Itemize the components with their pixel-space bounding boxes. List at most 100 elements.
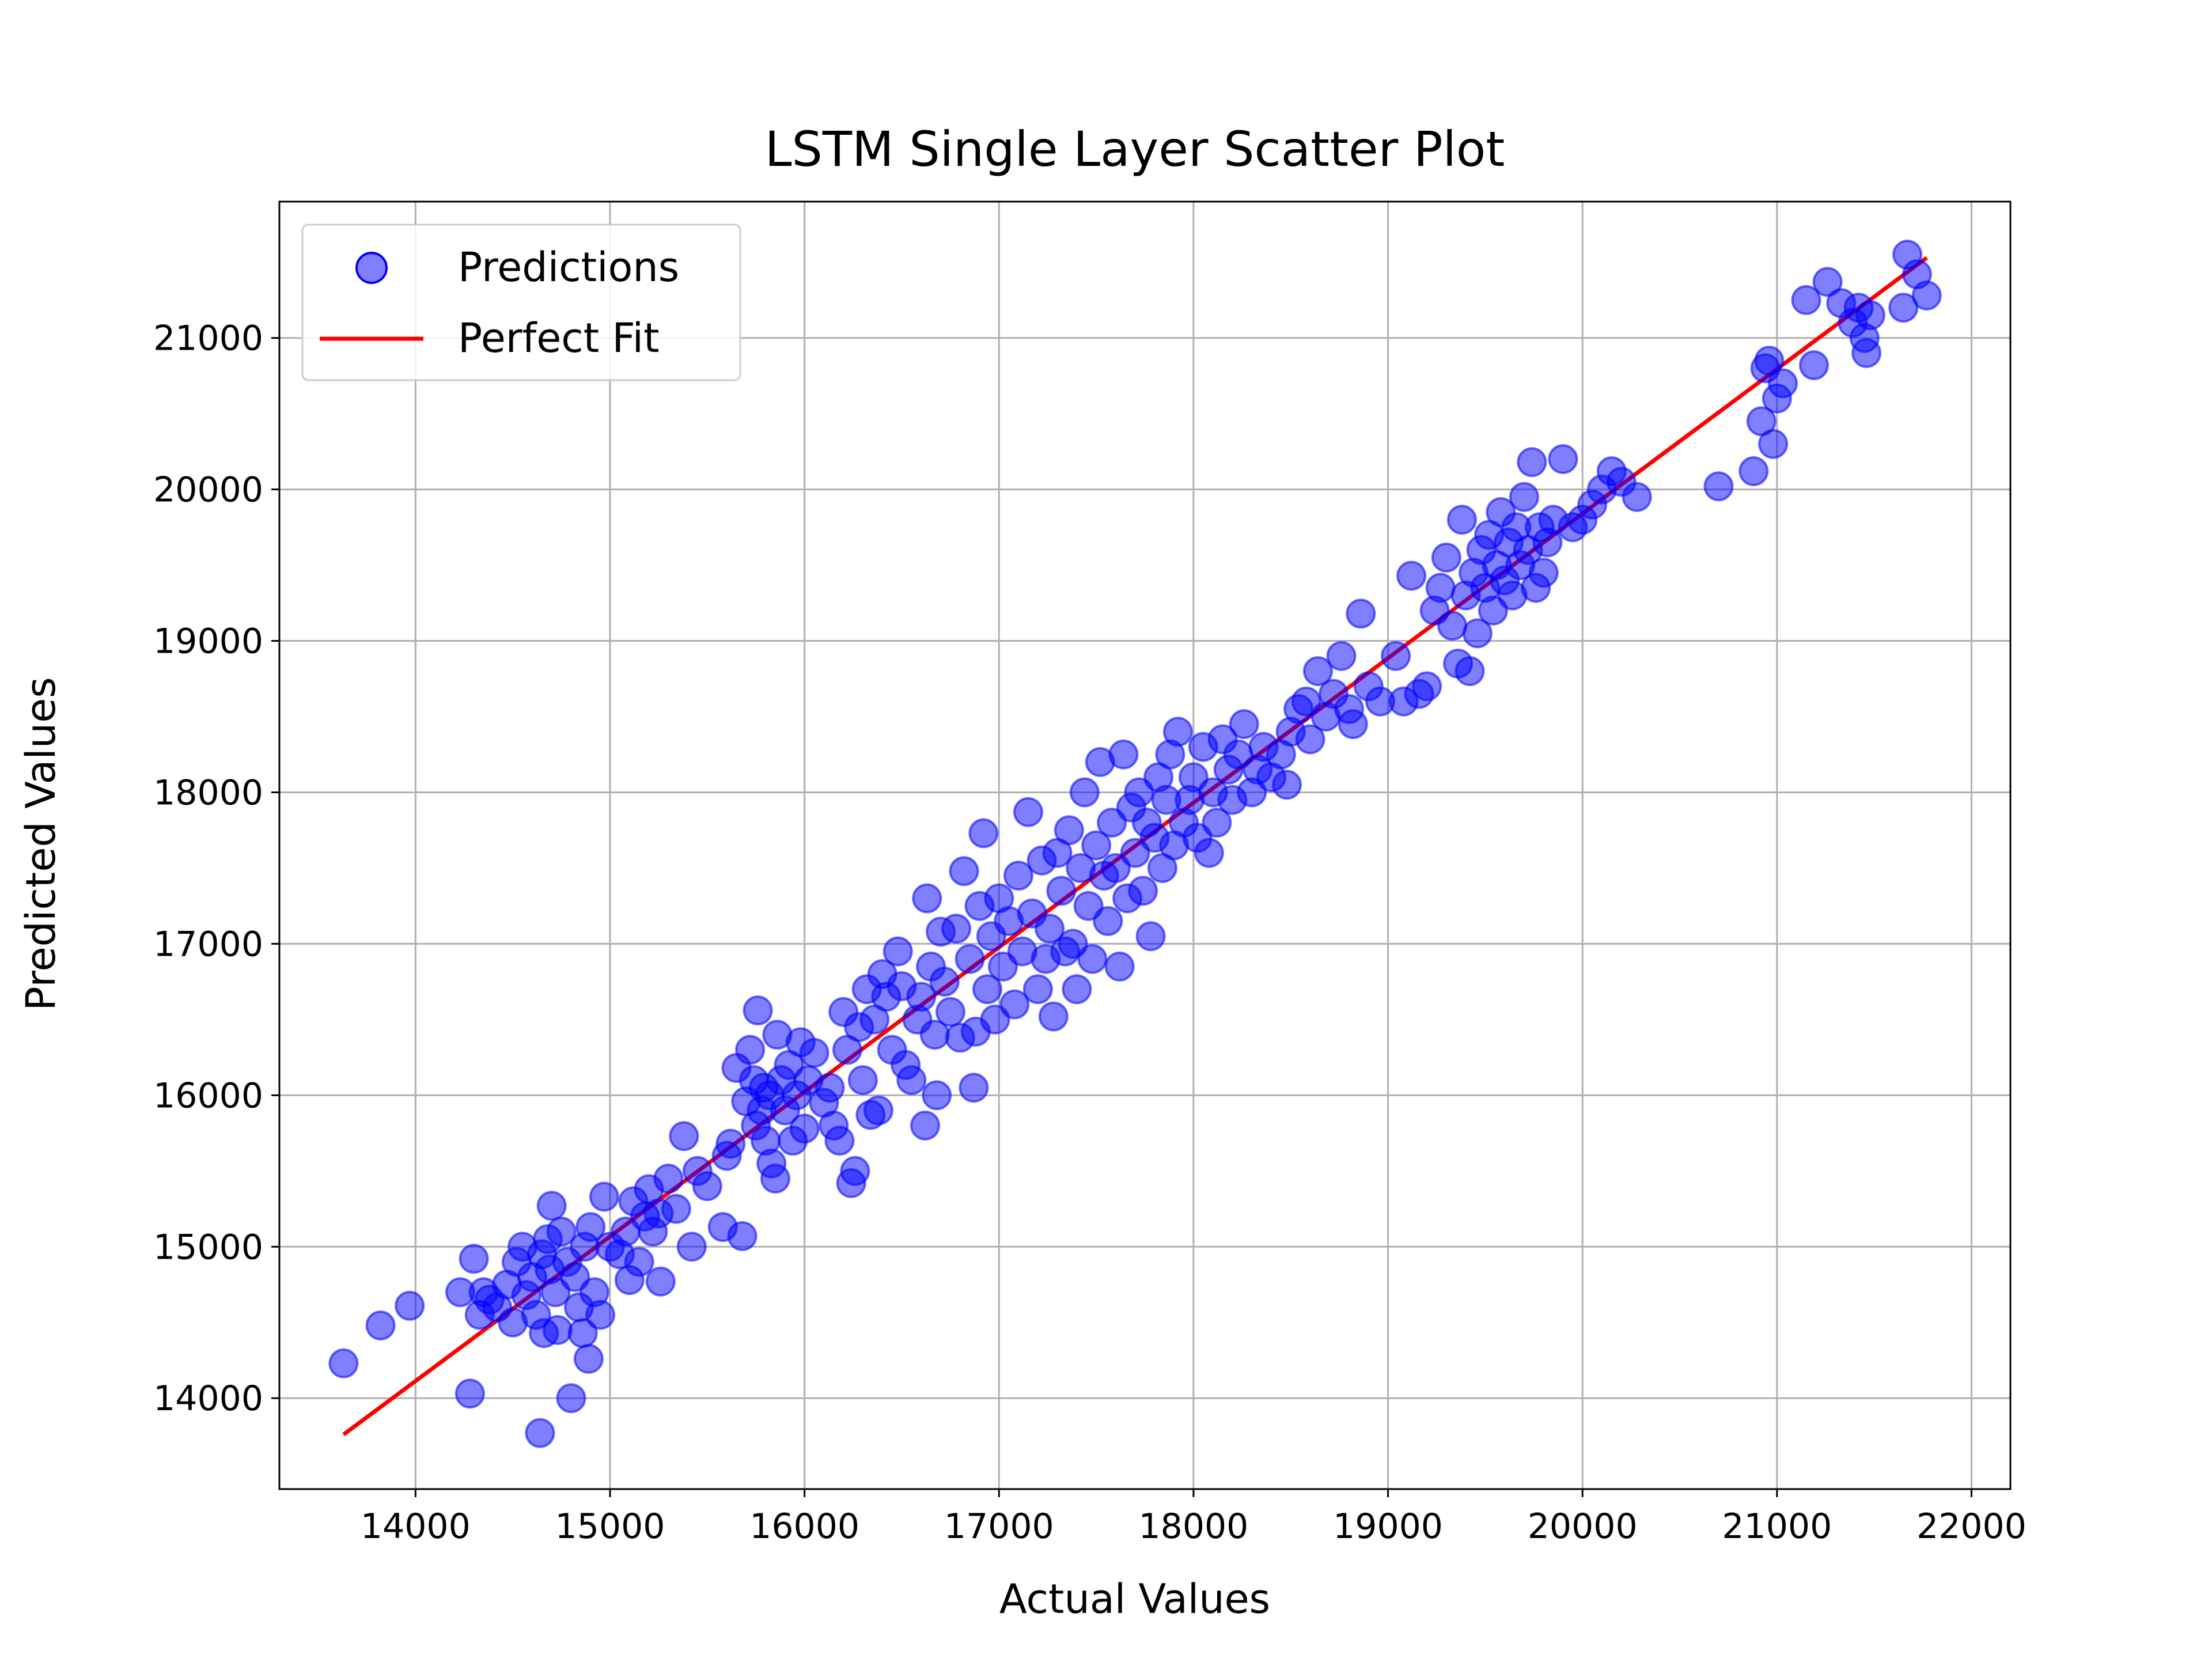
prediction-point xyxy=(1396,560,1427,591)
prediction-point xyxy=(1104,951,1135,982)
x-tick-label: 15000 xyxy=(555,1506,665,1547)
prediction-point xyxy=(1093,906,1123,936)
prediction-point xyxy=(525,1418,555,1448)
prediction-point xyxy=(1425,573,1456,603)
prediction-point xyxy=(1303,656,1333,687)
y-tick-label: 21000 xyxy=(153,319,263,359)
legend: Predictions Perfect Fit xyxy=(301,224,741,381)
x-tick-label: 20000 xyxy=(1528,1506,1638,1547)
prediction-point xyxy=(1911,281,1942,310)
prediction-point xyxy=(1135,921,1166,952)
prediction-point xyxy=(1035,914,1065,944)
prediction-point xyxy=(735,1035,766,1065)
prediction-point xyxy=(1548,444,1578,474)
prediction-point xyxy=(1069,777,1100,808)
prediction-point xyxy=(395,1290,425,1321)
prediction-point xyxy=(1062,974,1092,1005)
prediction-point xyxy=(980,1004,1010,1035)
x-tick-label: 21000 xyxy=(1722,1506,1832,1547)
prediction-point xyxy=(1851,338,1882,368)
prediction-point xyxy=(575,1212,606,1243)
prediction-point xyxy=(1622,482,1652,512)
prediction-point xyxy=(1455,656,1485,687)
prediction-point xyxy=(1754,346,1785,376)
prediction-point xyxy=(560,1262,590,1292)
prediction-point xyxy=(645,1266,676,1297)
prediction-point xyxy=(1120,838,1150,868)
prediction-point xyxy=(1437,611,1467,641)
y-axis-ticks: 14000 15000 16000 17000 18000 19000 20000 21000 xyxy=(153,319,279,1419)
prediction-point xyxy=(941,914,971,944)
prediction-point xyxy=(1081,830,1112,861)
prediction-point xyxy=(1046,876,1077,906)
prediction-point xyxy=(922,1080,952,1111)
prediction-point xyxy=(824,1126,855,1156)
prediction-point xyxy=(653,1164,684,1194)
prediction-point xyxy=(1888,293,1919,323)
prediction-point xyxy=(1295,724,1325,755)
y-tick-label: 18000 xyxy=(153,772,263,813)
plot-area xyxy=(328,240,1942,1448)
prediction-point xyxy=(1013,797,1043,827)
x-axis-label: Actual Values xyxy=(999,1575,1270,1623)
prediction-point xyxy=(882,936,913,967)
prediction-point xyxy=(727,1221,757,1251)
prediction-point xyxy=(1038,1001,1069,1032)
prediction-point xyxy=(1412,671,1442,702)
prediction-point xyxy=(1768,368,1798,399)
prediction-point xyxy=(624,1247,654,1277)
prediction-point xyxy=(1758,429,1789,459)
prediction-point xyxy=(912,883,942,914)
prediction-point xyxy=(1855,300,1885,331)
y-axis-label: Predicted Values xyxy=(17,677,65,1011)
x-tick-label: 16000 xyxy=(749,1506,859,1547)
x-axis-ticks: 14000 15000 16000 17000 18000 19000 20000 21000… xyxy=(361,1489,2027,1547)
prediction-point xyxy=(1509,482,1539,512)
prediction-point xyxy=(546,1217,577,1247)
prediction-point xyxy=(542,1315,573,1345)
points-layer xyxy=(328,240,1942,1448)
prediction-point xyxy=(1229,709,1259,740)
prediction-point xyxy=(1097,808,1127,838)
prediction-point xyxy=(1128,876,1158,906)
x-tick-label: 18000 xyxy=(1138,1506,1248,1547)
y-tick-label: 17000 xyxy=(153,924,263,964)
prediction-point xyxy=(1446,505,1477,535)
prediction-point xyxy=(1108,739,1139,770)
prediction-point xyxy=(1346,599,1376,629)
y-tick-label: 15000 xyxy=(153,1227,263,1267)
prediction-point xyxy=(1738,456,1769,486)
prediction-point xyxy=(935,997,965,1027)
prediction-point xyxy=(454,1378,485,1409)
prediction-point xyxy=(1703,471,1734,502)
prediction-point xyxy=(459,1244,489,1274)
prediction-point xyxy=(929,967,960,997)
prediction-point xyxy=(847,1065,878,1096)
prediction-point xyxy=(1462,618,1493,649)
x-tick-label: 17000 xyxy=(944,1506,1054,1547)
prediction-point xyxy=(1272,770,1302,800)
prediction-point xyxy=(906,982,937,1012)
prediction-point xyxy=(1054,815,1084,846)
x-tick-label: 19000 xyxy=(1333,1506,1443,1547)
prediction-point xyxy=(789,1113,820,1144)
prediction-point xyxy=(999,989,1030,1020)
prediction-point xyxy=(1326,641,1357,671)
legend-label-perfect-fit: Perfect Fit xyxy=(458,315,660,362)
prediction-point xyxy=(863,1095,893,1126)
prediction-point xyxy=(1791,285,1821,315)
legend-marker-predictions xyxy=(355,252,388,284)
prediction-point xyxy=(1202,808,1232,838)
prediction-point xyxy=(715,1128,746,1159)
prediction-point xyxy=(328,1348,359,1378)
prediction-point xyxy=(1799,350,1829,380)
prediction-point xyxy=(585,1300,616,1330)
prediction-point xyxy=(1022,974,1053,1005)
prediction-point xyxy=(692,1171,722,1202)
prediction-point xyxy=(955,944,985,974)
prediction-point xyxy=(743,995,773,1026)
prediction-point xyxy=(676,1232,707,1262)
prediction-point xyxy=(1381,641,1411,671)
prediction-point xyxy=(556,1383,586,1414)
prediction-point xyxy=(949,856,979,887)
